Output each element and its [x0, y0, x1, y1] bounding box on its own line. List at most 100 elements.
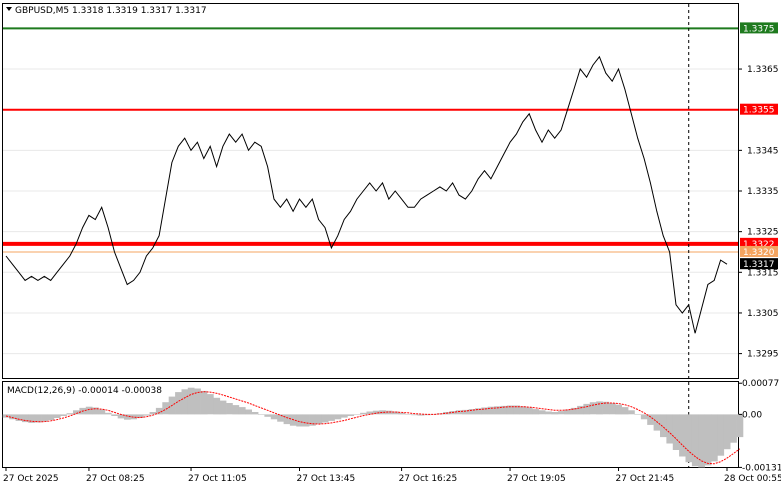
macd-bar: [519, 406, 527, 415]
time-tick-label: 28 Oct 00:55: [724, 474, 781, 484]
macd-histogram: [2, 387, 744, 468]
price-tick-label: 1.3325: [747, 228, 779, 238]
macd-bar: [360, 412, 367, 415]
price-axis: 1.3365 1.3345 1.3335 1.3325 1.3315 1.3305 1.32…: [739, 65, 779, 360]
macd-bar: [711, 414, 718, 462]
macd-bar: [347, 414, 355, 416]
macd-bar: [385, 410, 393, 415]
macd-bar: [136, 414, 144, 418]
price-series-line: [5, 55, 728, 334]
grid-lines: [3, 68, 738, 355]
macd-bar: [679, 414, 686, 457]
macd-bar: [341, 414, 348, 418]
macd-bar: [47, 414, 55, 421]
macd-bar: [379, 410, 386, 415]
time-axis: 27 Oct 2025 27 Oct 08:25 27 Oct 11:05 27 Oc…: [3, 467, 781, 484]
chevron-down-icon[interactable]: [6, 7, 12, 11]
macd-bar: [245, 409, 252, 415]
macd-bar: [226, 403, 233, 415]
macd-bar: [577, 405, 584, 415]
macd-bar: [621, 407, 629, 415]
price-tick-label: 1.3335: [747, 187, 779, 197]
macd-bar: [462, 409, 469, 415]
macd-bar: [653, 414, 661, 431]
time-tick-label: 27 Oct 16:25: [399, 474, 458, 484]
macd-bar: [258, 414, 265, 415]
macd-signal-line: [5, 391, 741, 465]
level-tag-bg-1.3355: [740, 103, 778, 115]
macd-bar: [309, 414, 316, 426]
macd-bar: [423, 414, 431, 416]
macd-bar: [372, 410, 380, 415]
macd-bar: [251, 412, 259, 415]
macd-bar: [730, 414, 737, 443]
macd-bar: [149, 412, 157, 415]
macd-bar: [60, 414, 67, 416]
macd-bar: [9, 414, 16, 420]
macd-bar: [526, 407, 533, 415]
macd-bar: [155, 407, 163, 415]
macd-bar: [22, 414, 29, 423]
macd-bar: [672, 414, 680, 450]
macd-bar: [92, 407, 99, 415]
macd-bar: [277, 414, 284, 422]
macd-bar: [238, 407, 246, 415]
macd-bar: [28, 414, 35, 423]
macd-bar: [194, 388, 201, 415]
macd-bar: [628, 410, 635, 415]
macd-bar: [583, 403, 591, 415]
macd-bar: [615, 404, 622, 415]
macd-bar: [353, 414, 361, 415]
macd-bar: [660, 414, 667, 438]
macd-bar: [417, 414, 425, 416]
macd-bar: [41, 414, 48, 422]
macd-bar: [392, 411, 399, 415]
macd-bar: [130, 414, 138, 420]
horizontal-levels: [3, 27, 738, 253]
macd-bar: [634, 414, 642, 415]
macd-bar: [187, 387, 195, 415]
vertical-markers: [688, 4, 690, 467]
macd-axis: 0.00077 0.00 -0.00131: [739, 379, 781, 473]
macd-tick-label: 0.00077: [742, 379, 779, 389]
macd-bar: [685, 414, 693, 463]
macd-bar: [111, 414, 118, 416]
macd-bar: [302, 414, 310, 427]
macd-bar: [557, 411, 565, 415]
macd-bar: [430, 414, 437, 415]
macd-bar: [691, 414, 699, 467]
macd-bar: [513, 405, 520, 415]
macd-bar: [117, 414, 125, 419]
macd-bar: [455, 410, 463, 415]
macd-bar: [596, 401, 603, 415]
price-tick-label: 1.3315: [747, 268, 779, 278]
macd-bar: [647, 414, 654, 425]
macd-bar: [538, 410, 546, 415]
macd-bar: [66, 413, 74, 415]
macd-bar: [181, 389, 189, 415]
macd-bar: [545, 411, 552, 415]
macd-bar: [104, 412, 112, 415]
macd-bar: [609, 403, 616, 415]
level-tag-1.3322: 1.3322: [743, 240, 775, 250]
level-tag-1.3320: 1.3320: [743, 248, 775, 258]
macd-bar: [283, 414, 291, 425]
macd-bar: [264, 414, 272, 417]
macd-bar: [207, 394, 214, 415]
macd-bar: [481, 407, 488, 415]
macd-bar: [564, 409, 571, 415]
main-pane-frame: [2, 3, 739, 379]
macd-bar: [213, 397, 221, 415]
macd-bar: [162, 402, 169, 415]
macd-bar: [500, 405, 508, 415]
macd-bar: [175, 392, 182, 415]
macd-bar: [315, 414, 323, 425]
level-tag-1.3317: 1.3317: [743, 260, 775, 270]
macd-bar: [698, 414, 705, 468]
macd-bar: [640, 414, 648, 420]
macd-bar: [328, 414, 335, 421]
level-tag-bg-1.3322: [740, 237, 778, 249]
time-tick-label: 27 Oct 08:25: [86, 474, 145, 484]
